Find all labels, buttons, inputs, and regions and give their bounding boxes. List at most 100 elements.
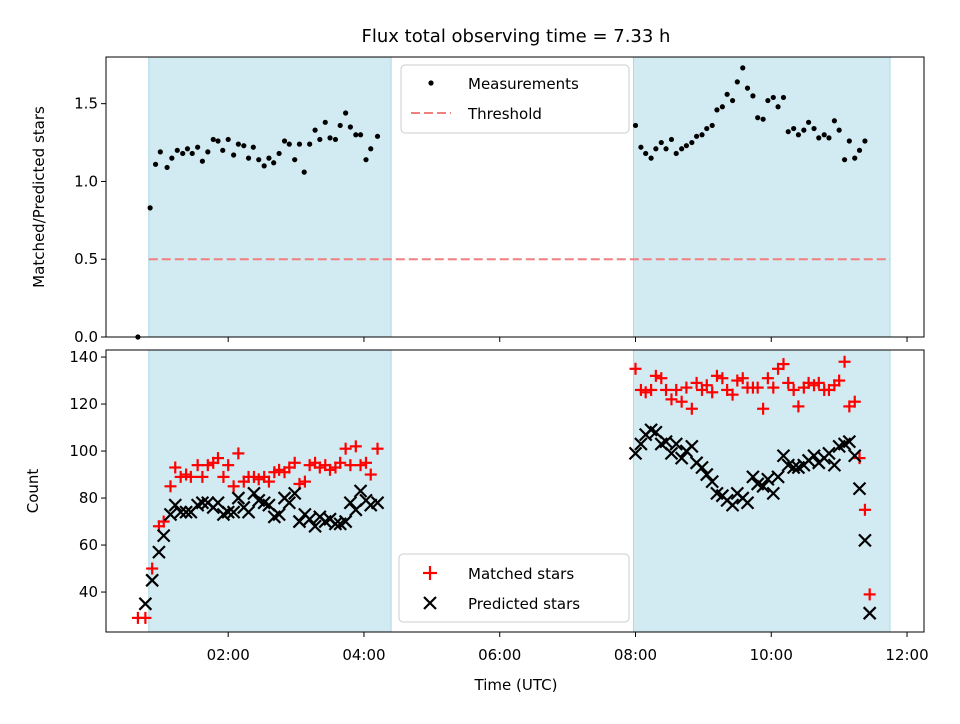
matched-star-point	[232, 447, 245, 460]
measurement-point	[157, 149, 163, 155]
predicted-star-point	[847, 448, 862, 463]
measurement-point	[648, 155, 654, 161]
measurement-point	[683, 143, 690, 149]
measurement-point	[374, 133, 381, 139]
matched-star-point	[833, 374, 846, 387]
matched-star-point	[690, 376, 703, 389]
measurement-point	[184, 146, 191, 152]
measurement-point	[220, 147, 226, 153]
measurement-point	[765, 97, 771, 104]
matched-star-point	[157, 515, 170, 528]
matched-star-point	[757, 402, 770, 415]
matched-star-point	[364, 468, 377, 481]
measurement-point	[826, 135, 832, 141]
matched-star-point	[736, 372, 749, 385]
matched-star-point	[273, 463, 286, 476]
observing-window	[632, 349, 891, 633]
predicted-star-point	[740, 495, 755, 510]
bottom-panel: 40 60 80 100 120 140 02:00 04:00 06:00 08:00 10:0…	[24, 348, 929, 694]
predicted-star-point	[842, 434, 857, 449]
measurement-point	[210, 136, 216, 143]
predicted-star-point	[145, 573, 159, 588]
matched-star-point	[665, 393, 678, 406]
measurement-point	[775, 104, 781, 110]
measurement-point	[805, 119, 812, 125]
predicted-star-point	[308, 519, 322, 534]
measurement-point	[368, 146, 374, 152]
x-axis-label: Time (UTC)	[474, 676, 558, 694]
measurement-point	[668, 136, 675, 143]
chart-title: Flux total observing time = 7.33 h	[362, 26, 671, 47]
matched-star-point	[710, 369, 723, 382]
matched-star-point	[761, 372, 774, 385]
predicted-star-point	[862, 606, 877, 620]
measurement-point	[332, 136, 339, 143]
legend-matched-marker	[423, 566, 437, 580]
measurement-point	[821, 132, 827, 138]
predicted-star-point	[628, 446, 643, 461]
bottom-y-ticks: 40 60 80 100 120 140	[69, 348, 106, 601]
legend-predicted-marker	[423, 596, 437, 610]
measurement-point	[755, 115, 761, 121]
predicted-star-point	[699, 467, 714, 482]
observing-window	[148, 349, 392, 633]
matched-star-points	[131, 355, 876, 624]
predicted-star-point	[287, 486, 302, 501]
matched-star-point	[288, 456, 301, 469]
measurement-point	[846, 138, 852, 144]
y-tick-label: 140	[69, 348, 98, 366]
matched-star-point	[777, 358, 790, 371]
y-tick-label: 80	[79, 489, 98, 507]
predicted-star-point	[173, 505, 188, 519]
legend-matched-label: Matched stars	[468, 565, 574, 583]
matched-star-point	[853, 452, 866, 465]
matched-star-point	[344, 459, 357, 472]
predicted-star-point	[725, 498, 740, 512]
predicted-star-points	[138, 423, 877, 620]
predicted-star-point	[695, 460, 709, 475]
matched-star-point	[146, 562, 159, 575]
y-tick-label: 0.0	[74, 328, 98, 346]
predicted-star-point	[338, 514, 353, 529]
measurement-point	[856, 147, 863, 153]
measurement-point	[215, 138, 221, 144]
legend-measurements-marker	[428, 80, 434, 86]
predicted-star-point	[168, 498, 183, 512]
x-tick-label: 02:00	[207, 646, 250, 664]
bottom-axes-frame	[105, 349, 925, 633]
top-observing-windows	[148, 56, 891, 338]
matched-star-point	[252, 473, 265, 486]
predicted-star-point	[353, 484, 368, 498]
measurement-point	[241, 143, 247, 149]
y-tick-label: 1.5	[74, 95, 98, 113]
measurement-point	[734, 79, 740, 85]
measurement-point	[250, 144, 256, 150]
predicted-star-point	[776, 448, 791, 463]
y-tick-label: 60	[79, 536, 98, 554]
measurement-point	[653, 146, 659, 152]
matched-star-point	[685, 402, 698, 415]
matched-star-point	[339, 442, 352, 455]
predicted-star-point	[822, 446, 836, 461]
matched-star-point	[792, 400, 805, 413]
measurement-point	[152, 161, 159, 167]
matched-star-point	[645, 383, 658, 396]
predicted-star-point	[152, 545, 166, 559]
measurement-point	[205, 149, 211, 155]
top-y-axis-label: Matched/Predicted stars	[30, 106, 48, 288]
matched-star-point	[324, 463, 337, 476]
predicted-star-point	[807, 448, 821, 463]
measurement-point	[862, 138, 868, 144]
measurement-point	[169, 155, 175, 161]
matched-star-point	[731, 374, 744, 387]
matched-star-point	[802, 376, 815, 389]
y-tick-label: 1.0	[74, 172, 98, 190]
predicted-star-point	[664, 446, 679, 461]
measurement-point	[760, 116, 766, 122]
measurement-point	[266, 155, 272, 161]
measurement-point	[693, 133, 700, 139]
measurement-point	[199, 158, 205, 164]
matched-star-point	[169, 461, 182, 474]
measurement-point	[271, 160, 277, 166]
legend-predicted-label: Predicted stars	[468, 595, 580, 613]
